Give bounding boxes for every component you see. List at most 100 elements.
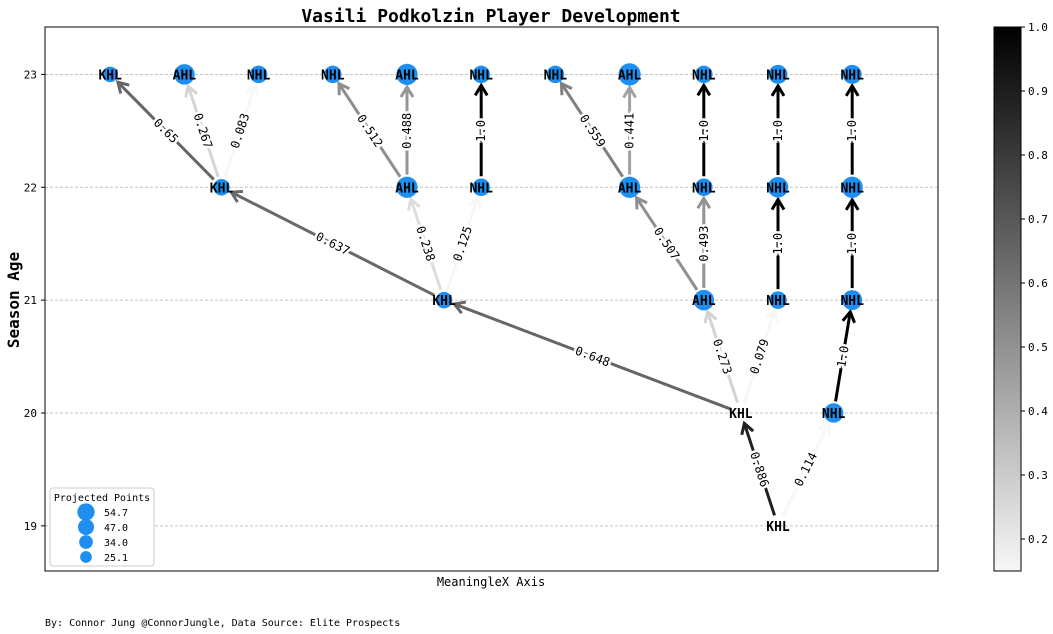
edge-arrowhead <box>184 83 199 98</box>
node-marker <box>618 176 641 198</box>
y-axis-ticks: 19 20 21 22 23 <box>24 68 45 533</box>
colorbar-ticks: 0.2 0.3 0.4 0.5 0.6 0.7 0.8 0.9 1.0 <box>1021 21 1048 546</box>
node-label: NHL <box>766 68 790 83</box>
edge-line <box>186 85 220 178</box>
edge-arrowhead <box>337 81 351 96</box>
edge-arrowhead <box>622 84 637 99</box>
edge-arrowhead <box>559 81 573 96</box>
colorbar-tick-label: 0.9 <box>1028 85 1048 98</box>
colorbar-gradient <box>993 26 1022 572</box>
y-tick-label: 19 <box>24 520 37 533</box>
edge-line <box>116 81 215 181</box>
node-label: NHL <box>692 68 716 83</box>
node-label: KHL <box>432 294 456 309</box>
edge-arrowhead <box>841 309 856 324</box>
edge-line <box>742 422 776 516</box>
edge-label: 1.0 <box>474 120 488 142</box>
node-label: NHL <box>469 181 493 196</box>
node-marker <box>435 291 453 309</box>
edge-line <box>742 310 776 404</box>
edge-line <box>781 422 830 517</box>
edge-label: 0.648 <box>573 344 612 370</box>
footer-credit: By: Connor Jung @ConnorJungle, Data Sour… <box>45 618 400 629</box>
node-marker <box>174 64 195 85</box>
node-marker <box>396 63 418 86</box>
edge-label: 0.238 <box>413 224 438 263</box>
edge-arrowhead <box>696 195 712 210</box>
colorbar-tick-label: 0.5 <box>1028 341 1048 354</box>
node-marker <box>472 65 490 84</box>
edge-line <box>635 196 699 291</box>
colorbar-tick-label: 0.2 <box>1028 533 1048 546</box>
edge-arrowhead <box>740 420 755 436</box>
legend-marker <box>77 503 95 521</box>
edge-label: 0.079 <box>747 337 772 376</box>
edge-arrowhead <box>703 309 718 324</box>
node-marker <box>546 65 565 84</box>
node-label: NHL <box>469 68 493 83</box>
legend: Projected Points 54.7 47.0 34.0 25.1 <box>49 487 155 567</box>
node-marker <box>695 65 713 84</box>
edge-label: 0.273 <box>710 337 735 376</box>
edge-arrowhead <box>245 82 260 97</box>
edge-line <box>834 311 852 402</box>
legend-marker <box>77 518 95 536</box>
edge-arrowhead <box>844 82 860 97</box>
colorbar-tick-label: 0.7 <box>1028 213 1048 226</box>
edge-arrowhead <box>696 82 712 97</box>
node-label: KHL <box>729 407 753 422</box>
edge-label: 1.0 <box>771 233 785 255</box>
edge-arrowhead <box>451 300 467 315</box>
y-tick-label: 20 <box>24 407 37 420</box>
node-marker <box>396 176 418 198</box>
edge-arrowhead <box>228 189 244 203</box>
edge-line <box>560 82 624 178</box>
colorbar-tick-label: 0.8 <box>1028 149 1048 162</box>
edge-label: 0.114 <box>792 450 821 489</box>
node-marker <box>842 290 863 311</box>
edge-label: 1.0 <box>771 120 785 142</box>
edge-arrowhead <box>634 195 648 210</box>
node-label: AHL <box>692 294 716 309</box>
node-label: NHL <box>544 68 568 83</box>
edge-line <box>706 311 739 404</box>
edge-label: 0.441 <box>623 113 637 149</box>
grid-lines <box>45 74 938 527</box>
edge-arrowhead <box>770 82 786 97</box>
edge-label: 0.886 <box>747 450 772 489</box>
legend-marker <box>79 535 93 549</box>
legend-label: 47.0 <box>104 523 128 534</box>
edge-line <box>223 84 257 178</box>
edge-label: 0.559 <box>577 112 609 150</box>
node-label: NHL <box>766 294 790 309</box>
node-label: AHL <box>395 68 419 83</box>
node-label: KHL <box>98 68 122 83</box>
edge-label: 0.125 <box>450 224 475 263</box>
edge-arrowhead <box>115 80 130 94</box>
legend-label: 25.1 <box>104 553 128 564</box>
colorbar: 0.2 0.3 0.4 0.5 0.6 0.7 0.8 0.9 1.0 <box>993 21 1048 572</box>
edge-line <box>446 197 480 291</box>
y-tick-label: 23 <box>24 68 37 81</box>
node-label: NHL <box>840 181 864 196</box>
node-label: AHL <box>618 68 642 83</box>
nodes-layer <box>102 63 863 423</box>
legend-entries: 54.7 47.0 34.0 25.1 <box>77 503 128 564</box>
node-marker <box>767 176 789 198</box>
node-marker <box>618 63 641 86</box>
node-marker <box>102 66 118 83</box>
edge-label: 1.0 <box>845 233 859 255</box>
legend-label: 54.7 <box>104 508 128 519</box>
edge-line <box>409 198 443 291</box>
edge-label: 0.083 <box>228 111 253 150</box>
node-labels-layer: KHL KHL NHL KHL AHL NHL NHL KHL AHL NHL AHL NHL NHL N… <box>98 68 864 534</box>
y-tick-label: 21 <box>24 294 37 307</box>
edge-label: 0.493 <box>697 226 711 262</box>
node-label: NHL <box>247 68 271 83</box>
node-label: NHL <box>822 407 846 422</box>
node-label: AHL <box>395 181 419 196</box>
edge-line <box>337 82 402 178</box>
legend-label: 34.0 <box>104 538 128 549</box>
node-marker <box>769 291 787 309</box>
